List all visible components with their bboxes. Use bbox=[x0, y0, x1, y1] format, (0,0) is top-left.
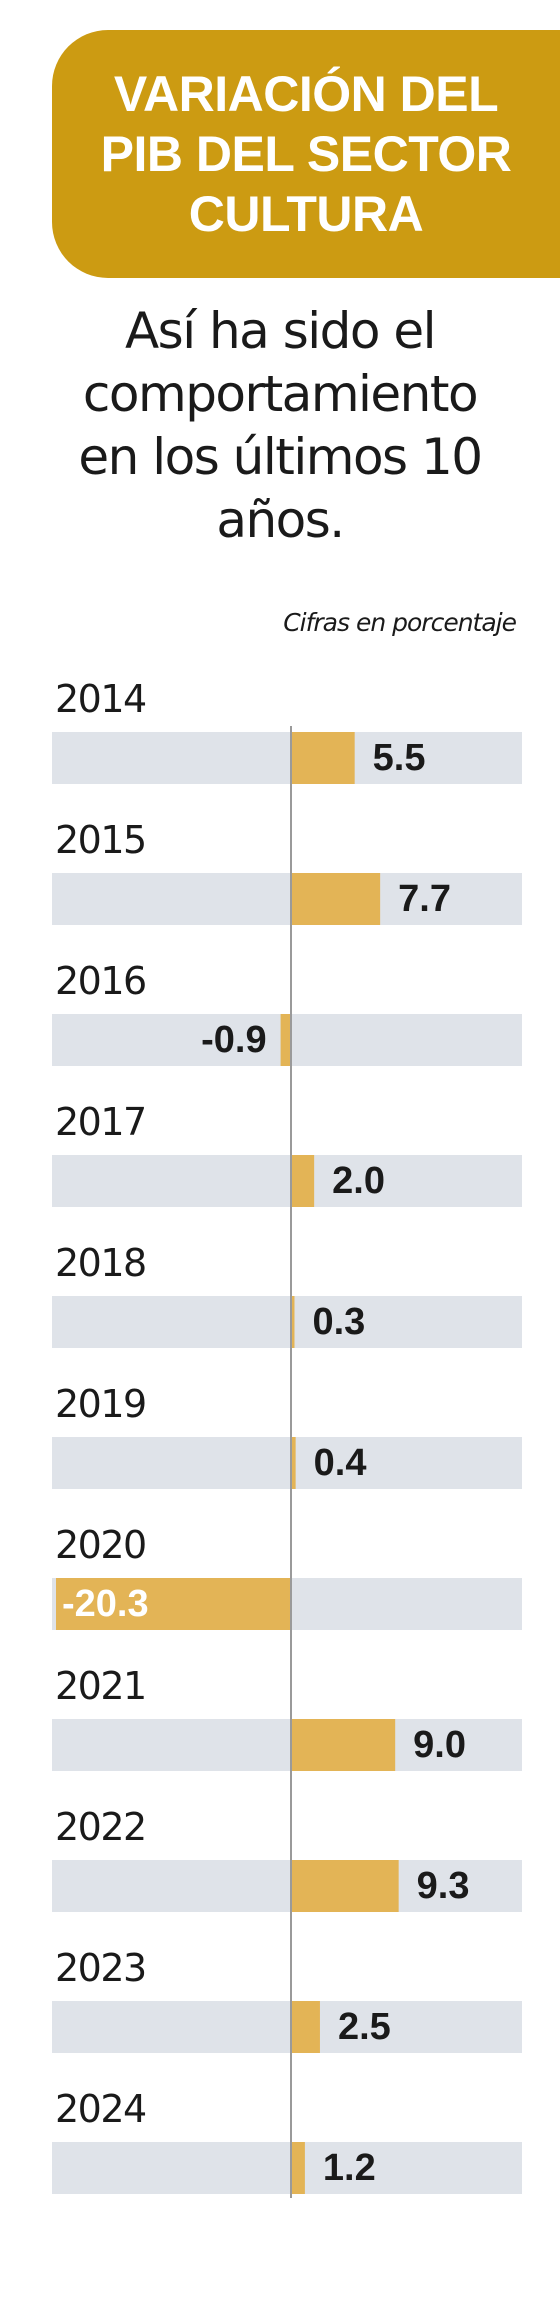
data-bar bbox=[291, 1296, 295, 1348]
bar-track bbox=[52, 1860, 522, 1912]
data-bar bbox=[291, 2142, 305, 2194]
value-label: -20.3 bbox=[62, 1583, 149, 1625]
value-label: 2.5 bbox=[338, 2006, 391, 2048]
value-label: -0.9 bbox=[201, 1019, 266, 1061]
data-bar bbox=[291, 2001, 320, 2053]
bar-track bbox=[52, 732, 522, 784]
units-note: Cifras en porcentaje bbox=[283, 608, 517, 637]
bar-track bbox=[52, 2001, 522, 2053]
category-label: 2019 bbox=[55, 1382, 146, 1426]
category-label: 2022 bbox=[55, 1805, 146, 1849]
category-label: 2021 bbox=[55, 1664, 146, 1708]
data-bar bbox=[291, 1155, 315, 1207]
category-label: 2017 bbox=[55, 1100, 146, 1144]
value-label: 9.3 bbox=[417, 1865, 470, 1907]
category-label: 2014 bbox=[55, 677, 146, 721]
value-label: 5.5 bbox=[373, 737, 426, 779]
value-label: 9.0 bbox=[413, 1724, 466, 1766]
value-label: 1.2 bbox=[323, 2147, 376, 2189]
value-label: 0.3 bbox=[312, 1301, 365, 1343]
data-bar bbox=[291, 732, 355, 784]
bar-track bbox=[52, 1719, 522, 1771]
value-label: 7.7 bbox=[398, 878, 451, 920]
data-bar bbox=[291, 1860, 399, 1912]
data-bar bbox=[291, 1437, 296, 1489]
chart-title: VARIACIÓN DEL PIB DEL SECTOR CULTURA bbox=[100, 66, 512, 242]
title-banner: VARIACIÓN DEL PIB DEL SECTOR CULTURA bbox=[52, 30, 560, 278]
category-label: 2023 bbox=[55, 1946, 146, 1990]
category-label: 2020 bbox=[55, 1523, 146, 1567]
chart-subtitle: Así ha sido el comportamiento en los últ… bbox=[78, 302, 483, 549]
bar-track bbox=[52, 2142, 522, 2194]
category-label: 2015 bbox=[55, 818, 146, 862]
bar-track bbox=[52, 1437, 522, 1489]
bar-track bbox=[52, 873, 522, 925]
value-label: 0.4 bbox=[314, 1442, 367, 1484]
bar-track bbox=[52, 1155, 522, 1207]
bar-track bbox=[52, 1296, 522, 1348]
data-bar bbox=[56, 1578, 291, 1630]
category-label: 2024 bbox=[55, 2087, 146, 2131]
data-bar bbox=[291, 873, 381, 925]
category-label: 2018 bbox=[55, 1241, 146, 1285]
category-label: 2016 bbox=[55, 959, 146, 1003]
value-label: 2.0 bbox=[332, 1160, 385, 1202]
data-bar bbox=[291, 1719, 396, 1771]
data-bar bbox=[280, 1014, 291, 1066]
